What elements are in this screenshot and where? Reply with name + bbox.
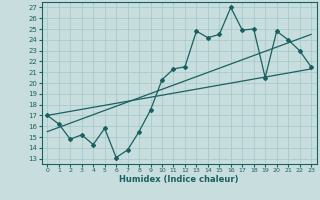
X-axis label: Humidex (Indice chaleur): Humidex (Indice chaleur) xyxy=(119,175,239,184)
